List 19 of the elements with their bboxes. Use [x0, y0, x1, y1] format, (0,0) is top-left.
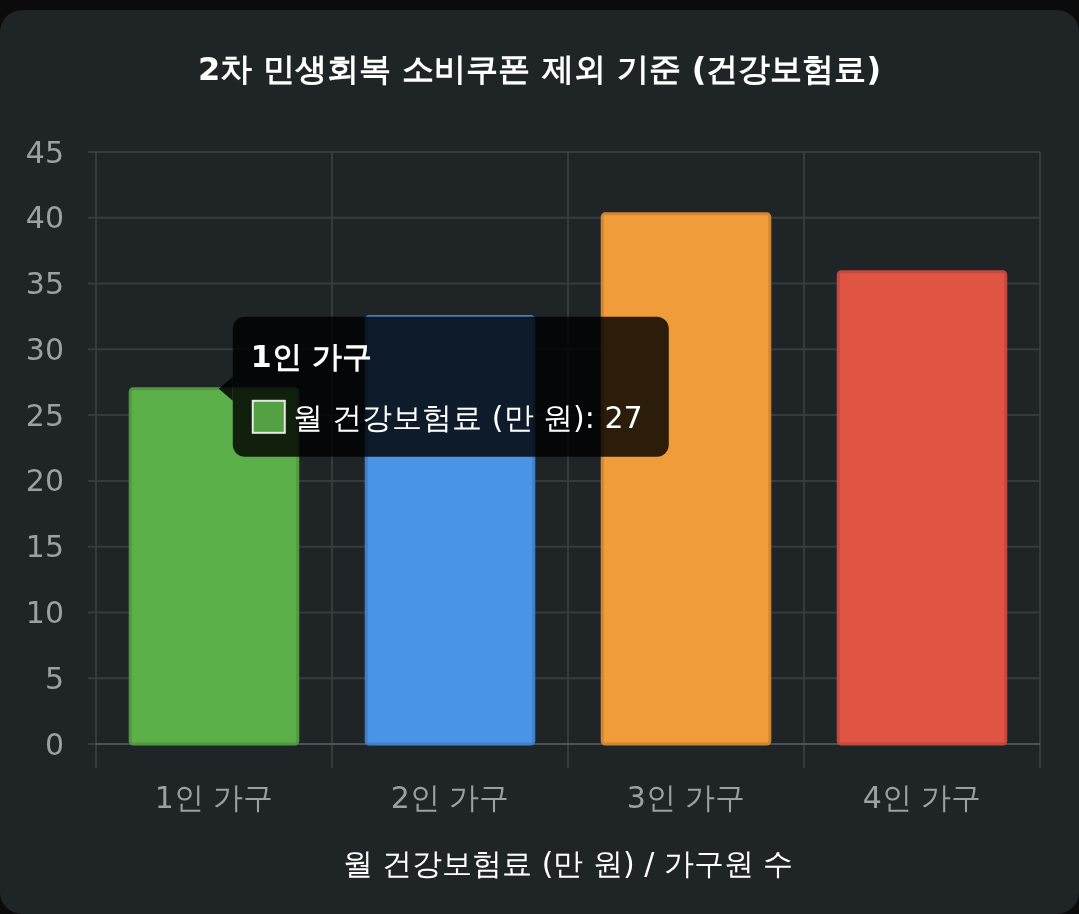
annotation: 1인 가구	[250, 338, 373, 374]
annotation: 월 건강보험료 (만 원): 27	[292, 399, 643, 435]
y-tick-label: 10	[25, 594, 64, 630]
y-tick-label: 35	[25, 266, 64, 302]
y-tick-label: 20	[25, 463, 64, 499]
x-tick-label: 1인 가구	[154, 780, 274, 815]
y-tick-label: 45	[25, 134, 64, 170]
x-tick-label: 4인 가구	[862, 780, 982, 815]
y-tick-label: 15	[25, 529, 64, 565]
y-tick-label: 5	[44, 660, 64, 696]
x-tick-label: 2인 가구	[390, 780, 510, 815]
bar	[836, 270, 1008, 746]
y-tick-label: 30	[25, 331, 64, 367]
y-tick-label: 40	[25, 200, 64, 236]
x-axis-title: 월 건강보험료 (만 원) / 가구원 수	[342, 846, 794, 881]
y-tick-label: 0	[44, 726, 64, 762]
x-tick-label: 3인 가구	[626, 780, 746, 815]
chart-title: 2차 민생회복 소비쿠폰 제외 기준 (건강보험료)	[197, 50, 882, 88]
y-tick-label: 25	[25, 397, 64, 433]
